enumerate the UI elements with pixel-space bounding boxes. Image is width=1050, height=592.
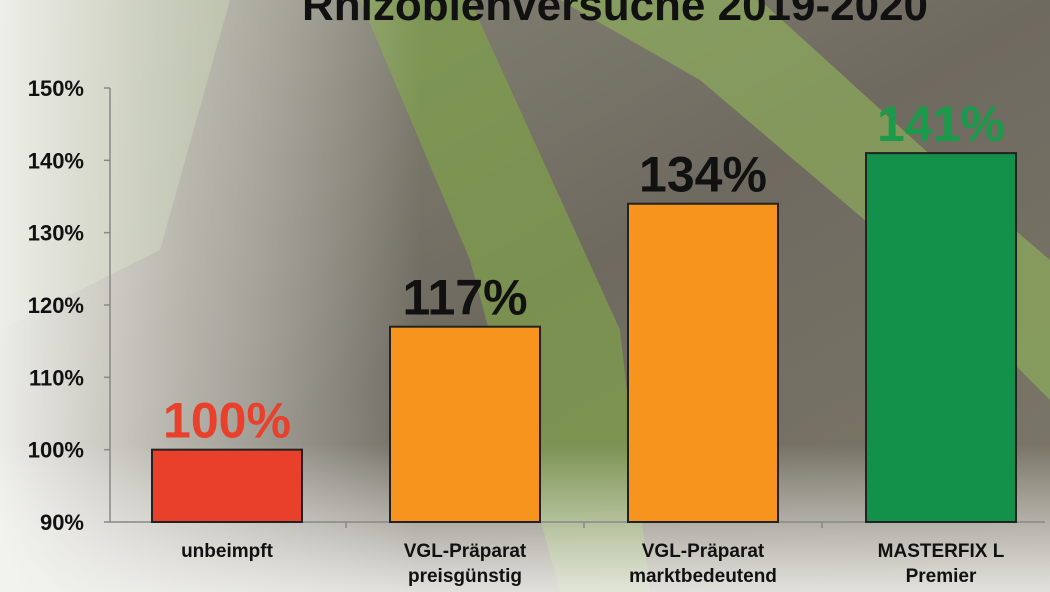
x-tick-label: unbeimpft bbox=[181, 541, 273, 562]
data-label: 134% bbox=[639, 147, 767, 203]
x-tick-label: VGL-Präparat preisgünstig bbox=[403, 541, 527, 587]
y-tick-label: 90% bbox=[40, 510, 84, 535]
y-tick-label: 100% bbox=[28, 438, 84, 463]
bar bbox=[389, 325, 541, 524]
y-tick-label: 150% bbox=[28, 76, 84, 101]
chart-title: Rhizobienversuche 2019-2020 bbox=[302, 0, 928, 30]
data-label: 117% bbox=[402, 270, 527, 326]
y-tick-label: 140% bbox=[28, 148, 84, 173]
data-label: 141% bbox=[877, 96, 1005, 152]
x-tick-label: VGL-Präparat marktbedeutend bbox=[629, 541, 777, 587]
x-tick-label: MASTERFIX L Premier bbox=[877, 541, 1005, 587]
y-tick-label: 110% bbox=[29, 365, 84, 390]
y-tick-label: 130% bbox=[28, 221, 84, 246]
y-tick-label: 120% bbox=[28, 293, 84, 318]
bar bbox=[627, 202, 779, 523]
bar bbox=[151, 448, 303, 523]
data-label: 100% bbox=[163, 393, 291, 449]
bar bbox=[865, 152, 1017, 523]
